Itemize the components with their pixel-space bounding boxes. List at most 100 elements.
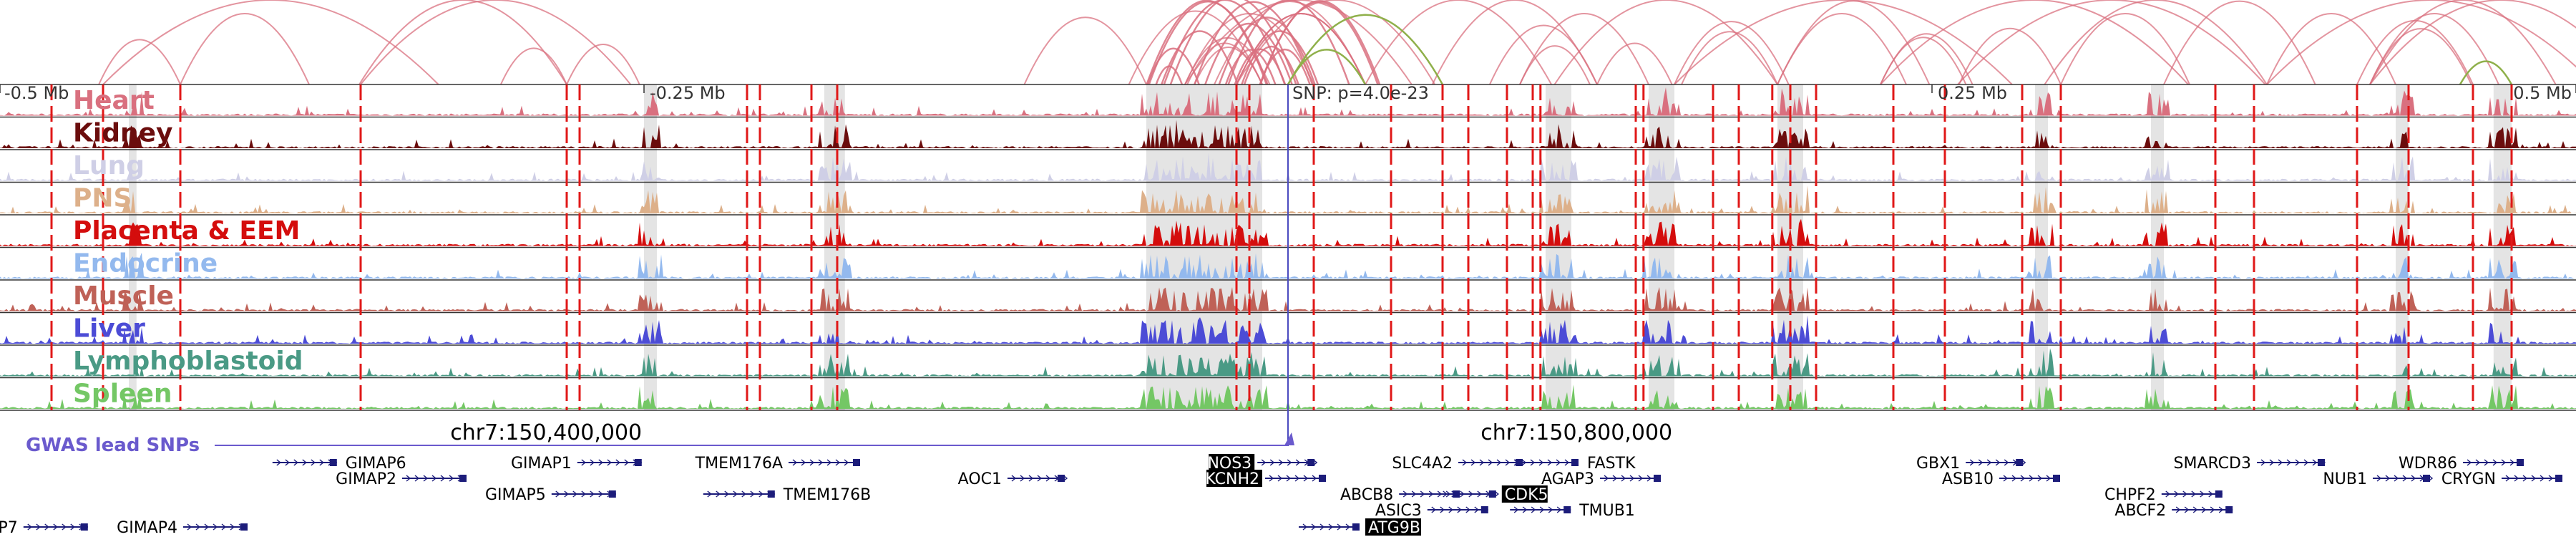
strand-chevron bbox=[2522, 475, 2528, 482]
gene-label: GBX1 bbox=[1916, 455, 1960, 473]
strand-chevron bbox=[2394, 475, 2399, 482]
strand-chevron bbox=[1431, 506, 1436, 513]
strand-chevron bbox=[1269, 459, 1275, 466]
interaction-arc-green bbox=[1287, 14, 1444, 85]
track-label: Lymphoblastoid bbox=[73, 347, 303, 376]
strand-chevron bbox=[195, 523, 201, 531]
strand-chevron bbox=[2385, 475, 2391, 482]
gene-wdr86: WDR86 bbox=[2399, 455, 2524, 473]
strand-chevron bbox=[1496, 459, 1502, 466]
interaction-arc bbox=[102, 0, 439, 85]
strand-chevron bbox=[449, 475, 454, 482]
strand-chevron bbox=[1462, 459, 1468, 466]
strand-chevron bbox=[27, 523, 32, 531]
interaction-arc bbox=[2060, 13, 2190, 85]
strand-chevron bbox=[302, 459, 307, 466]
strand-chevron bbox=[1474, 506, 1479, 513]
strand-chevron bbox=[1539, 506, 1545, 513]
gene-exon bbox=[1488, 490, 1496, 498]
interaction-arc bbox=[1259, 0, 1381, 85]
interaction-arc bbox=[358, 0, 567, 85]
gene-highlight-box bbox=[1209, 454, 1255, 471]
axis-tick-label: 0.25 Mb bbox=[1938, 83, 2007, 103]
interaction-arc bbox=[1958, 28, 2062, 85]
gene-gimap2: GIMAP2 bbox=[336, 470, 467, 488]
interaction-arc bbox=[1184, 0, 1413, 85]
strand-chevron bbox=[1337, 523, 1342, 531]
gene-exon bbox=[2016, 459, 2024, 466]
red-marker-lines bbox=[50, 84, 2513, 410]
strand-chevron bbox=[1319, 523, 1325, 531]
interaction-arc bbox=[2369, 13, 2499, 85]
gene-label: WDR86 bbox=[2399, 455, 2457, 473]
strand-chevron bbox=[1978, 459, 1984, 466]
axis-tick-label: 0.5 Mb bbox=[2513, 83, 2572, 103]
strand-chevron bbox=[598, 459, 603, 466]
gene-highlight-box bbox=[1206, 470, 1262, 487]
gene-agap3: AGAP3 bbox=[1541, 470, 1661, 488]
interaction-arc bbox=[1365, 0, 1552, 85]
strand-chevron bbox=[1530, 459, 1536, 466]
strand-chevron bbox=[213, 523, 218, 531]
gene-exon bbox=[1654, 475, 1661, 482]
interaction-arc bbox=[1674, 0, 2013, 85]
gene-smarcd3: SMARCD3 bbox=[2174, 455, 2326, 473]
strand-chevron bbox=[624, 459, 629, 466]
strand-chevron bbox=[741, 490, 746, 498]
gene-label: ASIC3 bbox=[1375, 502, 1422, 520]
strand-chevron bbox=[204, 523, 210, 531]
strand-chevron bbox=[1345, 523, 1351, 531]
strand-chevron bbox=[716, 490, 721, 498]
gene-nos3: NOS3 bbox=[1207, 454, 1318, 473]
coordinate-label: chr7:150,800,000 bbox=[1480, 420, 1672, 445]
strand-chevron bbox=[1479, 459, 1485, 466]
strand-chevron bbox=[221, 523, 227, 531]
strand-chevron bbox=[1311, 523, 1317, 531]
strand-chevron bbox=[2020, 475, 2026, 482]
strand-chevron bbox=[555, 490, 560, 498]
interaction-arc bbox=[1146, 0, 1268, 85]
strand-chevron bbox=[750, 490, 755, 498]
interaction-arc bbox=[1218, 16, 1316, 85]
strand-chevron bbox=[1277, 475, 1283, 482]
interaction-arc-green bbox=[1287, 49, 1367, 85]
strand-chevron bbox=[2484, 459, 2489, 466]
strand-chevron bbox=[2540, 475, 2545, 482]
strand-chevron bbox=[1402, 490, 1408, 498]
strand-chevron bbox=[2492, 459, 2498, 466]
interaction-arc bbox=[2266, 13, 2396, 85]
strand-chevron bbox=[1621, 475, 1626, 482]
gene-tmem176a: TMEM176A bbox=[695, 455, 860, 473]
gene-label: AGAP3 bbox=[1541, 470, 1594, 488]
gene-exon bbox=[2517, 459, 2524, 466]
interaction-arc bbox=[1259, 49, 1311, 85]
gene-exon bbox=[2225, 506, 2233, 513]
strand-chevron bbox=[809, 459, 815, 466]
strand-chevron bbox=[1556, 459, 1561, 466]
strand-chevron bbox=[1505, 459, 1511, 466]
strand-chevron bbox=[1011, 475, 1017, 482]
interaction-arc bbox=[499, 47, 567, 85]
strand-chevron bbox=[707, 490, 712, 498]
gene-exon bbox=[1307, 459, 1315, 466]
strand-chevron bbox=[319, 459, 324, 466]
track-label: Heart bbox=[73, 86, 155, 115]
strand-chevron bbox=[607, 459, 612, 466]
strand-chevron bbox=[598, 490, 603, 498]
interaction-arc bbox=[1674, 21, 1790, 85]
gene-slc4a2: SLC4A2 bbox=[1392, 455, 1523, 473]
strand-chevron bbox=[1269, 475, 1274, 482]
strand-chevron bbox=[2003, 475, 2009, 482]
strand-chevron bbox=[1465, 506, 1470, 513]
gene-label: NUB1 bbox=[2323, 470, 2367, 488]
gene-label: GIMAP6 bbox=[346, 455, 406, 473]
gene-gimap5: GIMAP5 bbox=[485, 486, 616, 504]
track-label: Kidney bbox=[73, 119, 173, 148]
strand-chevron bbox=[2218, 506, 2224, 513]
gene-cdk5: CDK5 bbox=[1438, 485, 1548, 504]
strand-chevron bbox=[1411, 490, 1417, 498]
gene-label: ABCF2 bbox=[2114, 502, 2166, 520]
strand-chevron bbox=[1629, 475, 1635, 482]
track-label: Placenta & EEM bbox=[73, 216, 300, 246]
